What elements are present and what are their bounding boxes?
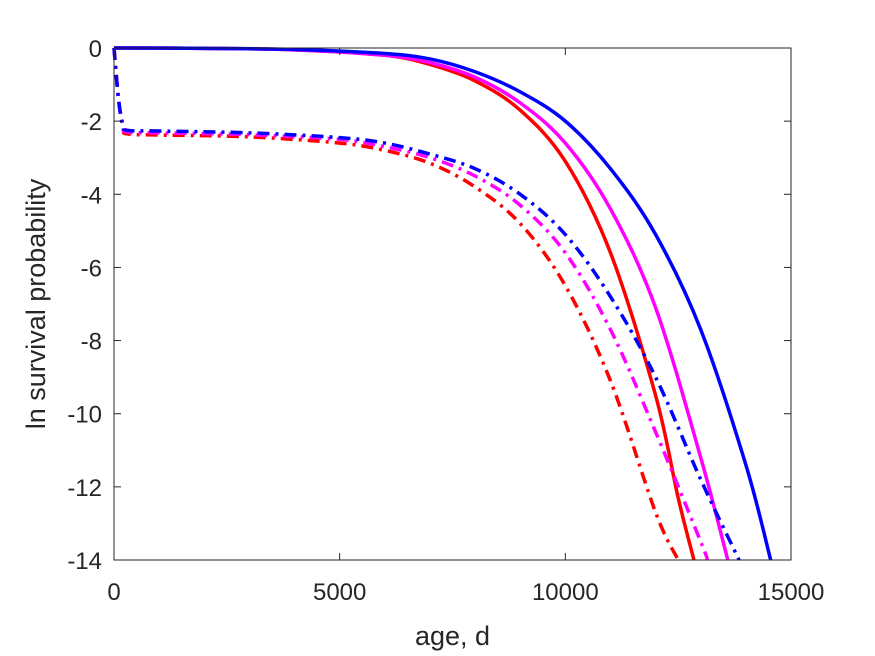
y-axis-label: ln survival probability bbox=[21, 178, 51, 429]
x-axis-label: age, d bbox=[415, 621, 490, 651]
y-tick-label: -8 bbox=[81, 329, 102, 356]
y-tick-label: -2 bbox=[81, 109, 102, 136]
series-line-3-solid bbox=[113, 46, 773, 561]
series-layer bbox=[112, 46, 773, 561]
tick-layer: 0 5000 10000 15000 0 -2 -4 -6 -8 -10 -12 -14 bbox=[67, 36, 824, 606]
plot-area bbox=[114, 48, 791, 560]
x-tick-label: 15000 bbox=[758, 579, 825, 606]
series-line-6-dashdot bbox=[112, 47, 741, 561]
y-tick-label: -4 bbox=[81, 182, 102, 209]
plot-frame bbox=[113, 47, 792, 561]
y-tick-label: -10 bbox=[67, 402, 102, 429]
x-tick-label: 10000 bbox=[532, 579, 599, 606]
y-tick-label: -14 bbox=[67, 548, 102, 575]
x-tick-label: 0 bbox=[107, 579, 120, 606]
y-tick-label: -6 bbox=[81, 255, 102, 282]
x-tick-label: 5000 bbox=[313, 579, 366, 606]
y-tick-label: -12 bbox=[67, 475, 102, 502]
series-line-5-dashdot bbox=[112, 47, 710, 561]
y-tick-label: 0 bbox=[89, 36, 102, 63]
